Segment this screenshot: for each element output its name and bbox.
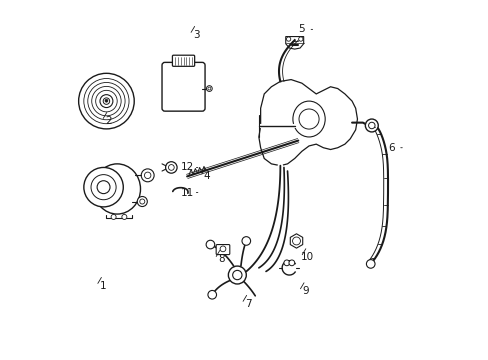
Circle shape xyxy=(111,215,116,220)
FancyBboxPatch shape xyxy=(162,62,204,111)
Circle shape xyxy=(141,169,154,182)
Text: 7: 7 xyxy=(244,299,251,309)
Circle shape xyxy=(103,98,109,104)
Polygon shape xyxy=(290,234,302,248)
Text: 8: 8 xyxy=(218,254,224,264)
Text: 3: 3 xyxy=(192,30,199,40)
Ellipse shape xyxy=(94,164,140,214)
Circle shape xyxy=(140,199,144,204)
Circle shape xyxy=(144,172,151,179)
Text: 5: 5 xyxy=(298,24,305,35)
Circle shape xyxy=(206,240,214,249)
Text: 4: 4 xyxy=(203,171,210,181)
Polygon shape xyxy=(285,37,303,49)
Circle shape xyxy=(228,266,246,284)
Circle shape xyxy=(298,109,319,129)
Text: 1: 1 xyxy=(100,281,106,291)
Circle shape xyxy=(366,260,374,268)
Text: 2: 2 xyxy=(105,116,111,126)
Circle shape xyxy=(284,260,289,266)
Circle shape xyxy=(207,87,210,90)
Circle shape xyxy=(365,119,378,132)
Ellipse shape xyxy=(79,73,134,129)
Circle shape xyxy=(105,99,108,102)
Circle shape xyxy=(207,291,216,299)
Circle shape xyxy=(137,197,147,207)
Circle shape xyxy=(97,181,110,194)
Circle shape xyxy=(168,165,174,170)
Circle shape xyxy=(286,37,290,41)
Circle shape xyxy=(298,37,303,41)
Circle shape xyxy=(165,162,177,173)
Circle shape xyxy=(292,237,300,245)
Circle shape xyxy=(368,122,374,129)
Polygon shape xyxy=(258,80,357,166)
Text: 10: 10 xyxy=(300,252,313,262)
Circle shape xyxy=(242,237,250,245)
FancyBboxPatch shape xyxy=(216,244,229,255)
Circle shape xyxy=(232,270,242,280)
Circle shape xyxy=(122,215,126,220)
Circle shape xyxy=(288,260,294,266)
Circle shape xyxy=(83,167,123,207)
FancyBboxPatch shape xyxy=(172,55,194,66)
Circle shape xyxy=(220,246,225,252)
Ellipse shape xyxy=(292,101,325,137)
Text: 6: 6 xyxy=(387,143,394,153)
Circle shape xyxy=(100,95,113,108)
Text: 11: 11 xyxy=(180,188,193,198)
Text: 9: 9 xyxy=(302,286,308,296)
Circle shape xyxy=(206,86,212,91)
Circle shape xyxy=(91,175,116,200)
Text: 12: 12 xyxy=(180,162,193,172)
